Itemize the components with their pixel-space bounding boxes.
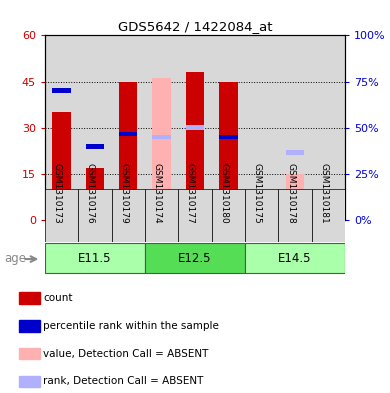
Bar (86, 168, 104, 220)
Bar (152, 79, 171, 220)
Bar (19, 320, 40, 332)
Bar (78, 189, 112, 242)
Bar (152, 135, 171, 139)
Bar (19, 376, 40, 387)
Bar (78, 35, 112, 220)
Bar (319, 215, 338, 219)
Bar (312, 189, 345, 242)
Bar (245, 189, 278, 242)
Bar (219, 135, 238, 139)
Bar (212, 189, 245, 242)
Text: E12.5: E12.5 (178, 252, 212, 265)
Bar (212, 35, 245, 220)
Bar (253, 211, 271, 216)
Text: count: count (43, 293, 73, 303)
Bar (45, 35, 78, 220)
Bar (186, 125, 204, 130)
Text: age: age (4, 252, 26, 265)
Bar (86, 144, 104, 149)
Bar (52, 88, 71, 93)
Bar (286, 174, 304, 220)
Bar (19, 292, 40, 304)
Bar (145, 35, 178, 220)
Text: GSM1310179: GSM1310179 (119, 163, 128, 223)
Bar (119, 132, 137, 136)
Bar (145, 243, 245, 274)
Text: E14.5: E14.5 (278, 252, 312, 265)
Bar (245, 35, 278, 220)
Bar (112, 35, 145, 220)
Bar (219, 82, 238, 220)
Bar (312, 35, 345, 220)
Bar (186, 72, 204, 220)
Text: GSM1310181: GSM1310181 (319, 163, 328, 223)
Bar (178, 35, 212, 220)
Text: GSM1310174: GSM1310174 (152, 163, 161, 223)
Bar (245, 243, 345, 274)
Text: percentile rank within the sample: percentile rank within the sample (43, 321, 219, 331)
Text: GSM1310177: GSM1310177 (186, 163, 195, 223)
Bar (19, 348, 40, 359)
Text: GSM1310176: GSM1310176 (86, 163, 95, 223)
Text: GSM1310178: GSM1310178 (286, 163, 295, 223)
Bar (286, 150, 304, 155)
Bar (186, 125, 204, 130)
Bar (278, 189, 312, 242)
Bar (278, 35, 312, 220)
Bar (178, 189, 212, 242)
Title: GDS5642 / 1422084_at: GDS5642 / 1422084_at (118, 20, 272, 33)
Bar (45, 243, 145, 274)
Bar (45, 189, 78, 242)
Bar (145, 189, 178, 242)
Bar (112, 189, 145, 242)
Bar (119, 82, 137, 220)
Text: GSM1310175: GSM1310175 (253, 163, 262, 223)
Text: rank, Detection Call = ABSENT: rank, Detection Call = ABSENT (43, 376, 204, 386)
Text: value, Detection Call = ABSENT: value, Detection Call = ABSENT (43, 349, 209, 358)
Bar (52, 112, 71, 220)
Text: E11.5: E11.5 (78, 252, 112, 265)
Text: GSM1310173: GSM1310173 (53, 163, 62, 223)
Bar (253, 214, 271, 220)
Text: GSM1310180: GSM1310180 (219, 163, 229, 223)
